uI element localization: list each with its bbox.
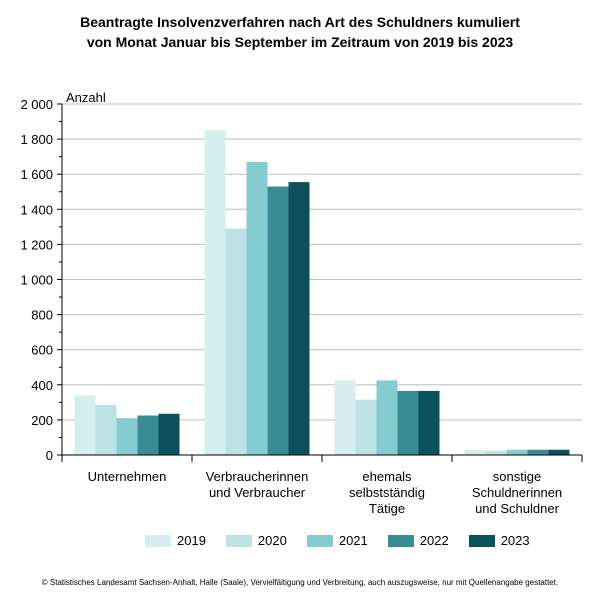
y-tick-label: 600 — [31, 343, 53, 358]
legend-swatch — [306, 534, 333, 547]
category-label-line: Schuldnerinnen — [471, 485, 563, 500]
category-label-line: und Verbraucher — [208, 485, 306, 500]
chart-title: Beantragte Insolvenzverfahren nach Art d… — [0, 12, 600, 52]
y-tick-label: 200 — [31, 413, 53, 428]
bar-2022-2 — [397, 390, 419, 455]
y-tick-label: 1 200 — [20, 237, 53, 252]
bar-2023-1 — [288, 182, 310, 455]
category-label: ehemals selbstständig Tätige — [322, 469, 452, 517]
category-label-line: Unternehmen — [87, 469, 167, 484]
bar-2019-3 — [464, 449, 486, 455]
bar-2023-2 — [418, 390, 440, 455]
legend-item-2019: 2019 — [145, 533, 206, 548]
bar-2023-3 — [548, 449, 570, 455]
y-tick-label: 1 800 — [20, 132, 53, 147]
footer-copyright: © Statistisches Landesamt Sachsen-Anhalt… — [41, 578, 559, 587]
legend-swatch — [387, 534, 414, 547]
legend-swatch — [145, 534, 171, 547]
legend-item-2020: 2020 — [225, 533, 287, 548]
legend-label: 2021 — [338, 533, 368, 548]
legend-swatch — [225, 534, 252, 547]
bar-2020-1 — [225, 228, 247, 455]
category-label: Verbraucherinnen und Verbraucher — [192, 469, 322, 501]
bar-2021-2 — [376, 380, 398, 455]
bar-2022-1 — [267, 186, 289, 456]
category-label-line: selbstständig — [349, 485, 425, 500]
category-label-line: Verbraucherinnen — [205, 469, 309, 484]
category-label: sonstige Schuldnerinnen und Schuldner — [452, 469, 582, 517]
legend-label: 2023 — [500, 533, 530, 548]
bar-2020-2 — [355, 399, 377, 455]
bar-2023-0 — [158, 413, 180, 455]
y-tick-label: 400 — [31, 378, 53, 393]
bar-2022-0 — [137, 415, 159, 455]
legend-label: 2022 — [419, 533, 449, 548]
category-label: Unternehmen — [62, 469, 192, 485]
category-label-line: Tätige — [368, 501, 406, 516]
y-tick-label: 1 600 — [20, 167, 53, 182]
bar-2021-0 — [116, 418, 138, 455]
y-tick-label: 0 — [46, 448, 53, 463]
y-tick-label: 1 000 — [20, 273, 53, 288]
chart-title-line-2: von Monat Januar bis September im Zeitra… — [86, 34, 514, 50]
legend-item-2021: 2021 — [306, 533, 368, 548]
bar-2020-3 — [485, 450, 507, 455]
y-tick-label: 800 — [31, 308, 53, 323]
legend-swatch — [468, 534, 495, 547]
bar-2019-1 — [204, 130, 226, 455]
bar-2019-0 — [74, 395, 96, 455]
legend-label: 2020 — [257, 533, 287, 548]
bar-2020-0 — [95, 404, 117, 455]
bar-2021-3 — [506, 449, 528, 455]
chart-title-line-1: Beantragte Insolvenzverfahren nach Art d… — [80, 14, 520, 30]
category-label-line: ehemals — [362, 469, 412, 484]
bar-2022-3 — [527, 449, 549, 455]
legend: 2019 2020 2021 2022 2023 — [145, 533, 530, 548]
y-tick-label: 1 400 — [20, 202, 53, 217]
y-tick-label: 2 000 — [20, 97, 53, 112]
category-label-line: und Schuldner — [475, 501, 559, 516]
bar-2019-2 — [334, 380, 356, 455]
legend-item-2023: 2023 — [468, 533, 530, 548]
category-label-line: sonstige — [492, 469, 542, 484]
legend-label: 2019 — [177, 533, 206, 548]
y-axis-label: Anzahl — [66, 90, 106, 105]
legend-item-2022: 2022 — [387, 533, 449, 548]
bar-2021-1 — [246, 161, 268, 456]
